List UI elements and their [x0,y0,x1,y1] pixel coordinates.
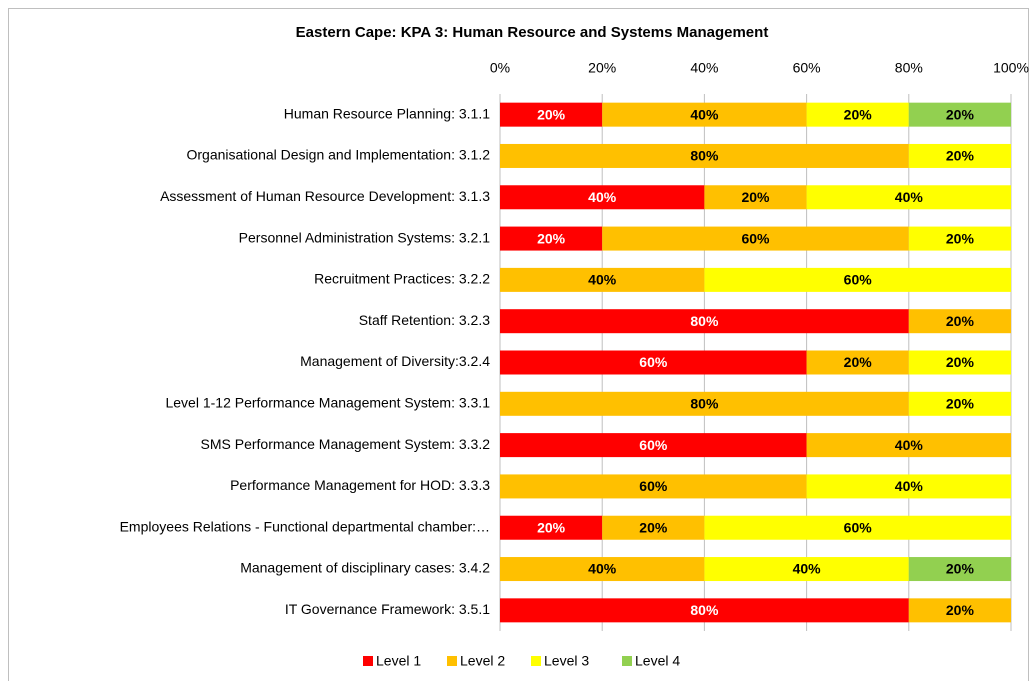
bar-segment [500,391,909,416]
y-tick-label: Recruitment Practices: 3.2.2 [314,271,490,287]
bar-segment [908,598,1011,623]
legend-label: Level 1 [376,653,421,669]
data-label: 20% [946,602,975,618]
bar-segment [500,185,705,210]
bar-segment [908,143,1011,168]
y-tick-label: Management of disciplinary cases: 3.4.2 [240,560,490,576]
data-label: 20% [946,354,975,370]
data-label: 80% [690,602,719,618]
data-label: 20% [639,519,668,535]
bar-segment [908,557,1011,582]
data-label: 20% [946,396,975,412]
data-label: 40% [793,561,822,577]
bar-segment [806,350,909,375]
legend-label: Level 3 [544,653,589,669]
data-label: 60% [741,230,770,246]
bar-segment [500,474,807,499]
bar-segment [908,391,1011,416]
data-label: 20% [537,106,566,122]
data-label: 40% [588,272,617,288]
data-label: 20% [537,519,566,535]
data-label: 20% [946,106,975,122]
bar-segment [500,515,603,540]
y-tick-label: Staff Retention: 3.2.3 [359,312,490,328]
bar-segment [704,557,909,582]
bar-segment [602,515,705,540]
bar-segment [500,267,705,292]
data-label: 40% [690,106,719,122]
y-tick-label: Management of Diversity:3.2.4 [300,353,490,369]
x-tick-label: 100% [993,60,1029,76]
y-tick-label: Level 1-12 Performance Management System… [165,395,490,411]
bar-segment [806,433,1011,458]
x-tick-label: 60% [793,60,821,76]
y-tick-label: Employees Relations - Functional departm… [120,518,490,534]
bar-segment [908,102,1011,127]
bar-segment [806,102,909,127]
data-label: 80% [690,313,719,329]
bar-segment [908,309,1011,334]
bar-segment [602,102,807,127]
y-tick-label: Assessment of Human Resource Development… [160,188,490,204]
bar-segment [704,515,1011,540]
x-tick-label: 0% [490,60,510,76]
data-label: 60% [639,478,668,494]
bar-segment [500,557,705,582]
data-label: 60% [844,272,873,288]
chart-title: Eastern Cape: KPA 3: Human Resource and … [296,24,769,41]
y-tick-label: Organisational Design and Implementation… [186,147,490,163]
bar-segment [908,226,1011,251]
bar-segment [500,433,807,458]
data-label: 40% [588,561,617,577]
x-tick-label: 20% [588,60,616,76]
y-tick-label: Human Resource Planning: 3.1.1 [284,105,490,121]
data-label: 40% [895,437,924,453]
data-label: 20% [844,354,873,370]
x-tick-label: 80% [895,60,923,76]
bar-segment [704,185,807,210]
bar-segment [602,226,909,251]
legend-swatch [363,656,373,666]
data-label: 20% [741,189,770,205]
data-label: 80% [690,396,719,412]
legend-swatch [531,656,541,666]
data-label: 40% [588,189,617,205]
y-tick-label: IT Governance Framework: 3.5.1 [285,601,490,617]
bar-segment [806,185,1011,210]
y-tick-label: Performance Management for HOD: 3.3.3 [230,477,490,493]
legend-label: Level 2 [460,653,505,669]
data-label: 80% [690,148,719,164]
bar-segment [500,309,909,334]
legend-label: Level 4 [635,653,680,669]
data-label: 20% [946,148,975,164]
legend-swatch [447,656,457,666]
bar-segment [704,267,1011,292]
data-label: 40% [895,478,924,494]
data-label: 40% [895,189,924,205]
data-label: 20% [844,106,873,122]
y-tick-label: SMS Performance Management System: 3.3.2 [201,436,491,452]
legend-swatch [622,656,632,666]
data-label: 60% [639,354,668,370]
data-label: 20% [946,230,975,246]
y-tick-label: Personnel Administration Systems: 3.2.1 [239,229,491,245]
x-tick-label: 40% [690,60,718,76]
data-label: 60% [844,519,873,535]
data-label: 20% [537,230,566,246]
bar-segment [806,474,1011,499]
bar-segment [500,598,909,623]
bar-segment [500,102,603,127]
data-label: 60% [639,437,668,453]
bar-segment [500,143,909,168]
bar-segment [908,350,1011,375]
data-label: 20% [946,313,975,329]
data-label: 20% [946,561,975,577]
bar-segment [500,226,603,251]
bar-segment [500,350,807,375]
